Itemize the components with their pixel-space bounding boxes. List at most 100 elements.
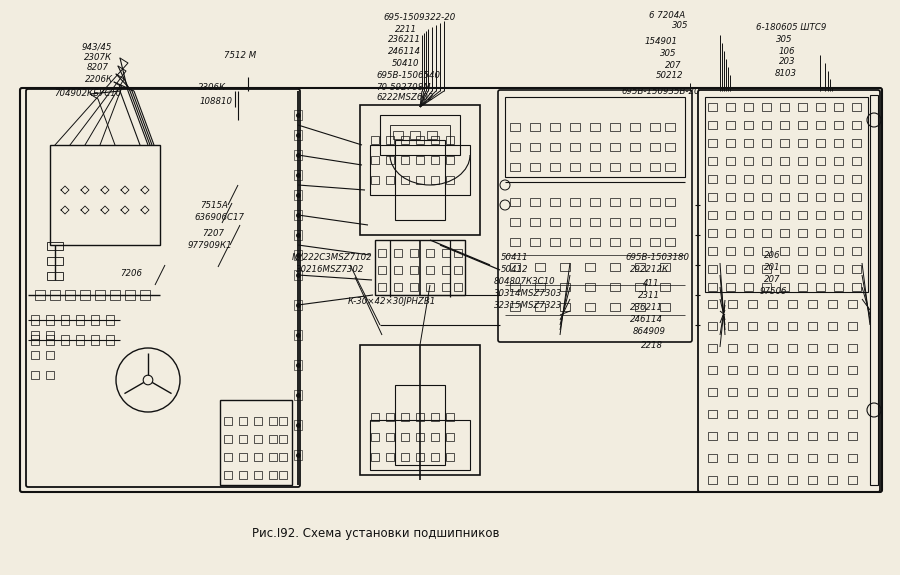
Bar [294, 210, 302, 220]
Text: 7512 М: 7512 М [224, 51, 256, 59]
Bar [798, 283, 807, 291]
Bar [535, 303, 545, 311]
Bar [798, 121, 807, 129]
Bar [744, 103, 753, 111]
Bar [834, 103, 843, 111]
Bar [728, 476, 737, 484]
Text: 411: 411 [643, 278, 660, 288]
Bar [224, 417, 232, 425]
Text: 50410: 50410 [392, 59, 419, 68]
Bar [386, 136, 394, 144]
Bar [848, 388, 857, 396]
Bar [834, 193, 843, 201]
Bar [570, 163, 580, 171]
Bar [401, 453, 409, 461]
Text: 704902КБУС10: 704902КБУС10 [54, 89, 122, 98]
Bar [535, 263, 545, 271]
Bar [431, 453, 439, 461]
Bar [726, 247, 735, 255]
Bar [798, 229, 807, 237]
Bar [46, 371, 54, 379]
Bar [828, 344, 837, 352]
Text: 7206: 7206 [120, 269, 142, 278]
Bar [416, 136, 424, 144]
Bar [35, 290, 45, 300]
Bar [550, 238, 560, 246]
Bar [816, 211, 825, 219]
Bar [426, 266, 434, 274]
Bar [728, 366, 737, 374]
Text: 2218: 2218 [641, 340, 663, 350]
Bar [394, 249, 402, 257]
Bar [610, 238, 620, 246]
Bar [816, 103, 825, 111]
Text: 154901: 154901 [645, 37, 678, 47]
Bar [762, 283, 771, 291]
Bar [416, 413, 424, 421]
Bar [585, 263, 595, 271]
Bar [106, 315, 114, 325]
Bar [630, 198, 640, 206]
Bar [279, 417, 287, 425]
Bar [762, 121, 771, 129]
Bar [848, 454, 857, 462]
Text: 2206К: 2206К [85, 75, 113, 83]
Bar [808, 300, 817, 308]
Bar [708, 454, 717, 462]
Bar [708, 432, 717, 440]
Bar [748, 366, 757, 374]
Bar [816, 229, 825, 237]
Bar [95, 290, 105, 300]
Text: 6-180605 ШТС9: 6-180605 ШТС9 [756, 24, 826, 33]
Bar [726, 103, 735, 111]
Bar [748, 476, 757, 484]
Bar [708, 265, 717, 273]
Bar [852, 193, 861, 201]
Bar [386, 413, 394, 421]
Bar [590, 163, 600, 171]
Bar [816, 283, 825, 291]
Bar [848, 322, 857, 330]
Bar [585, 283, 595, 291]
Bar [454, 283, 462, 291]
Bar [798, 211, 807, 219]
Bar [610, 283, 620, 291]
Text: Рис.I92. Схема установки подшипников: Рис.I92. Схема установки подшипников [252, 527, 500, 539]
Bar [442, 266, 450, 274]
Bar [744, 265, 753, 273]
Bar [454, 266, 462, 274]
Bar [768, 344, 777, 352]
Bar [726, 175, 735, 183]
Bar [106, 335, 114, 345]
Bar [728, 322, 737, 330]
Bar [768, 300, 777, 308]
Bar [828, 476, 837, 484]
Bar [828, 454, 837, 462]
Bar [560, 263, 570, 271]
Bar [816, 247, 825, 255]
Bar [510, 198, 520, 206]
Bar [394, 266, 402, 274]
Text: 30216МSZ7302: 30216МSZ7302 [296, 264, 364, 274]
Bar [708, 193, 717, 201]
Bar [780, 103, 789, 111]
Text: 7207: 7207 [202, 228, 224, 237]
Bar [50, 290, 60, 300]
Bar [371, 433, 379, 441]
Bar [220, 400, 292, 485]
Bar [848, 476, 857, 484]
Bar [31, 335, 39, 345]
Bar [848, 366, 857, 374]
Bar [446, 433, 454, 441]
Bar [852, 139, 861, 147]
Bar [560, 303, 570, 311]
Bar [550, 218, 560, 226]
Bar [416, 433, 424, 441]
Bar [590, 123, 600, 131]
Bar [744, 247, 753, 255]
Bar [852, 283, 861, 291]
Text: 943/45: 943/45 [82, 43, 112, 52]
Text: 292212К: 292212К [630, 264, 669, 274]
Bar [744, 283, 753, 291]
Bar [610, 198, 620, 206]
